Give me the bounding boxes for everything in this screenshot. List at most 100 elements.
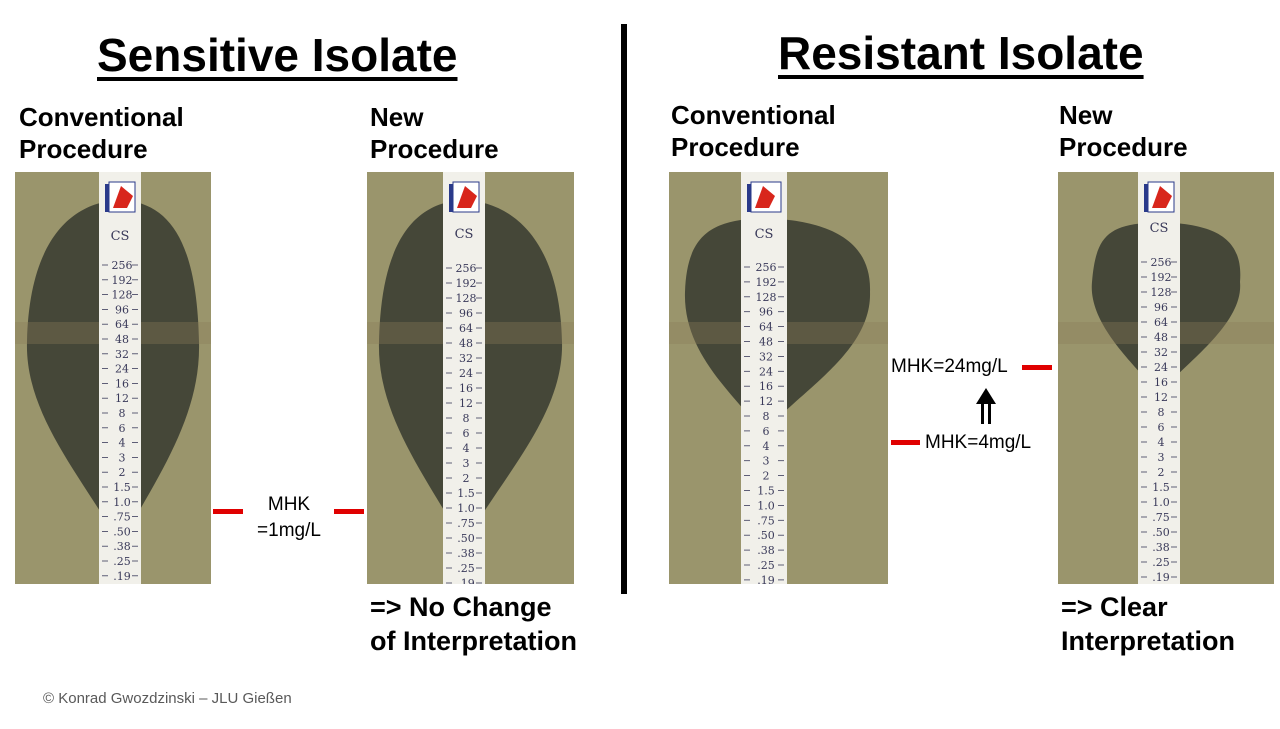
strip-scale-label: 1.0 [457, 502, 475, 515]
strip-scale-label: 64 [115, 318, 129, 331]
strip-scale-label: 1.5 [1152, 481, 1170, 494]
strip-scale-label: 48 [759, 336, 773, 349]
resistant-mhk-low-label: MHK=4mg/L [925, 432, 1032, 453]
etest-strip [1138, 172, 1180, 584]
strip-scale-label: .75 [457, 517, 475, 530]
strip-scale-label: 12 [459, 397, 473, 410]
agar-plate-image: CS25619212896644832241612864321.51.0.75.… [367, 172, 574, 584]
mhk-marker-left [213, 509, 243, 514]
strip-scale-label: 1.5 [457, 487, 475, 500]
strip-scale-label: 4 [1158, 436, 1165, 449]
strip-scale-label: 12 [115, 392, 129, 405]
strip-scale-label: 8 [119, 407, 126, 420]
strip-scale-label: 256 [756, 261, 777, 274]
strip-scale-label: 2 [763, 470, 770, 483]
strip-scale-label: .75 [1152, 511, 1170, 524]
agar-plate-image: CS25619212896644832241612864321.51.0.75.… [15, 172, 211, 584]
strip-scale-label: 128 [112, 289, 133, 302]
strip-scale-label: 16 [459, 382, 473, 395]
strip-scale-label: 24 [759, 365, 773, 378]
strip-scale-label: 24 [115, 363, 129, 376]
strip-scale-label: 3 [1158, 451, 1165, 464]
strip-scale-label: 64 [1154, 316, 1168, 329]
right-new-line2: Procedure [1059, 132, 1188, 162]
copyright-credit: © Konrad Gwozdzinski – JLU Gießen [43, 690, 292, 707]
left-conventional-line1: Conventional [19, 102, 184, 132]
photo-sensitive-conventional: CS 256 192 128 96 64 48 32 24 16 12 8 6 4 3 2 1.5 1.0.75.… [15, 172, 211, 584]
left-conventional-label: Conventional Procedure [19, 101, 184, 165]
strip-scale-label: 192 [1151, 271, 1172, 284]
agar-plate-image: CS25619212896644832241612864321.51.0.75.… [669, 172, 888, 584]
strip-scale-label: 2 [1158, 466, 1165, 479]
strip-scale-label: 1.0 [757, 499, 775, 512]
strip-scale-label: 256 [1151, 256, 1172, 269]
sensitive-mhk-line2: =1mg/L [257, 520, 321, 541]
strip-scale-label: 32 [759, 350, 773, 363]
strip-scale-label: 6 [763, 425, 770, 438]
strip-scale-label: 48 [1154, 331, 1168, 344]
photo-sensitive-new: CS 256 192 128 96 64 48 32 24 16 12 8 6 4 3 2 1.5 1.0.75.… [367, 172, 574, 584]
etest-strip [99, 172, 141, 584]
sensitive-conclusion: => No Change of Interpretation [370, 590, 577, 658]
right-new-line1: New [1059, 100, 1113, 130]
strip-scale-label: 192 [112, 274, 133, 287]
right-conventional-line2: Procedure [671, 132, 800, 162]
strip-scale-label: 4 [463, 442, 470, 455]
strip-scale-label: 2 [119, 466, 126, 479]
agar-plate-image: CS25619212896644832241612864321.51.0.75.… [1058, 172, 1274, 584]
strip-scale-label: .38 [113, 540, 131, 553]
strip-scale-label: .50 [113, 525, 131, 538]
strip-scale-label: 64 [759, 321, 773, 334]
section-divider [621, 24, 627, 594]
left-new-line1: New [370, 102, 424, 132]
right-conventional-label: Conventional Procedure [671, 99, 836, 163]
left-new-label: New Procedure [370, 101, 499, 165]
sensitive-isolate-title: Sensitive Isolate [97, 29, 458, 81]
resistant-isolate-title: Resistant Isolate [778, 27, 1144, 79]
strip-scale-label: 4 [119, 437, 126, 450]
liofilchem-logo-icon [105, 181, 136, 213]
liofilchem-logo-icon [449, 181, 480, 213]
right-conventional-line1: Conventional [671, 100, 836, 130]
strip-scale-label: 32 [115, 348, 129, 361]
strip-scale-label: 24 [459, 367, 473, 380]
strip-scale-label: 6 [119, 422, 126, 435]
strip-code: CS [1150, 221, 1169, 236]
photo-resistant-new: CS 256 192 128 96 64 48 32 24 16 12 8 6 4 3 2 1.5 1.0.75.… [1058, 172, 1274, 584]
strip-scale-label: 3 [763, 455, 770, 468]
resistant-conclusion: => Clear Interpretation [1061, 590, 1235, 658]
strip-scale-label: .50 [757, 529, 775, 542]
mhk-high-marker [1022, 365, 1052, 370]
strip-scale-label: .38 [757, 544, 775, 557]
strip-scale-label: 64 [459, 322, 473, 335]
sensitive-conclusion-line2: of Interpretation [370, 626, 577, 656]
resistant-conclusion-line1: => Clear [1061, 592, 1168, 622]
strip-scale-label: 96 [1154, 301, 1168, 314]
sensitive-mhk-label: MHK =1mg/L [248, 492, 330, 544]
sensitive-mhk-line1: MHK [267, 494, 311, 515]
strip-scale-label: 48 [115, 333, 129, 346]
strip-scale-label: 3 [463, 457, 470, 470]
strip-scale-label: 192 [456, 277, 477, 290]
strip-scale-label: 8 [763, 410, 770, 423]
strip-scale-label: 6 [1158, 421, 1165, 434]
strip-scale-label: 4 [763, 440, 770, 453]
strip-scale-label: 1.0 [113, 496, 131, 509]
strip-scale-label: .25 [1152, 556, 1170, 569]
mhk-low-marker [891, 440, 920, 445]
right-new-label: New Procedure [1059, 99, 1188, 163]
strip-scale-label: 128 [456, 292, 477, 305]
strip-scale-label: .25 [457, 562, 475, 575]
strip-scale-label: 8 [463, 412, 470, 425]
strip-code: CS [111, 229, 130, 244]
left-new-line2: Procedure [370, 134, 499, 164]
strip-scale-label: .50 [457, 532, 475, 545]
strip-scale-label: 32 [1154, 346, 1168, 359]
strip-scale-label: 96 [759, 306, 773, 319]
liofilchem-logo-icon [747, 181, 782, 213]
strip-scale-label: 8 [1158, 406, 1165, 419]
strip-scale-label: .25 [113, 555, 131, 568]
left-conventional-line2: Procedure [19, 134, 148, 164]
strip-scale-label: 2 [463, 472, 470, 485]
strip-scale-label: 16 [1154, 376, 1168, 389]
